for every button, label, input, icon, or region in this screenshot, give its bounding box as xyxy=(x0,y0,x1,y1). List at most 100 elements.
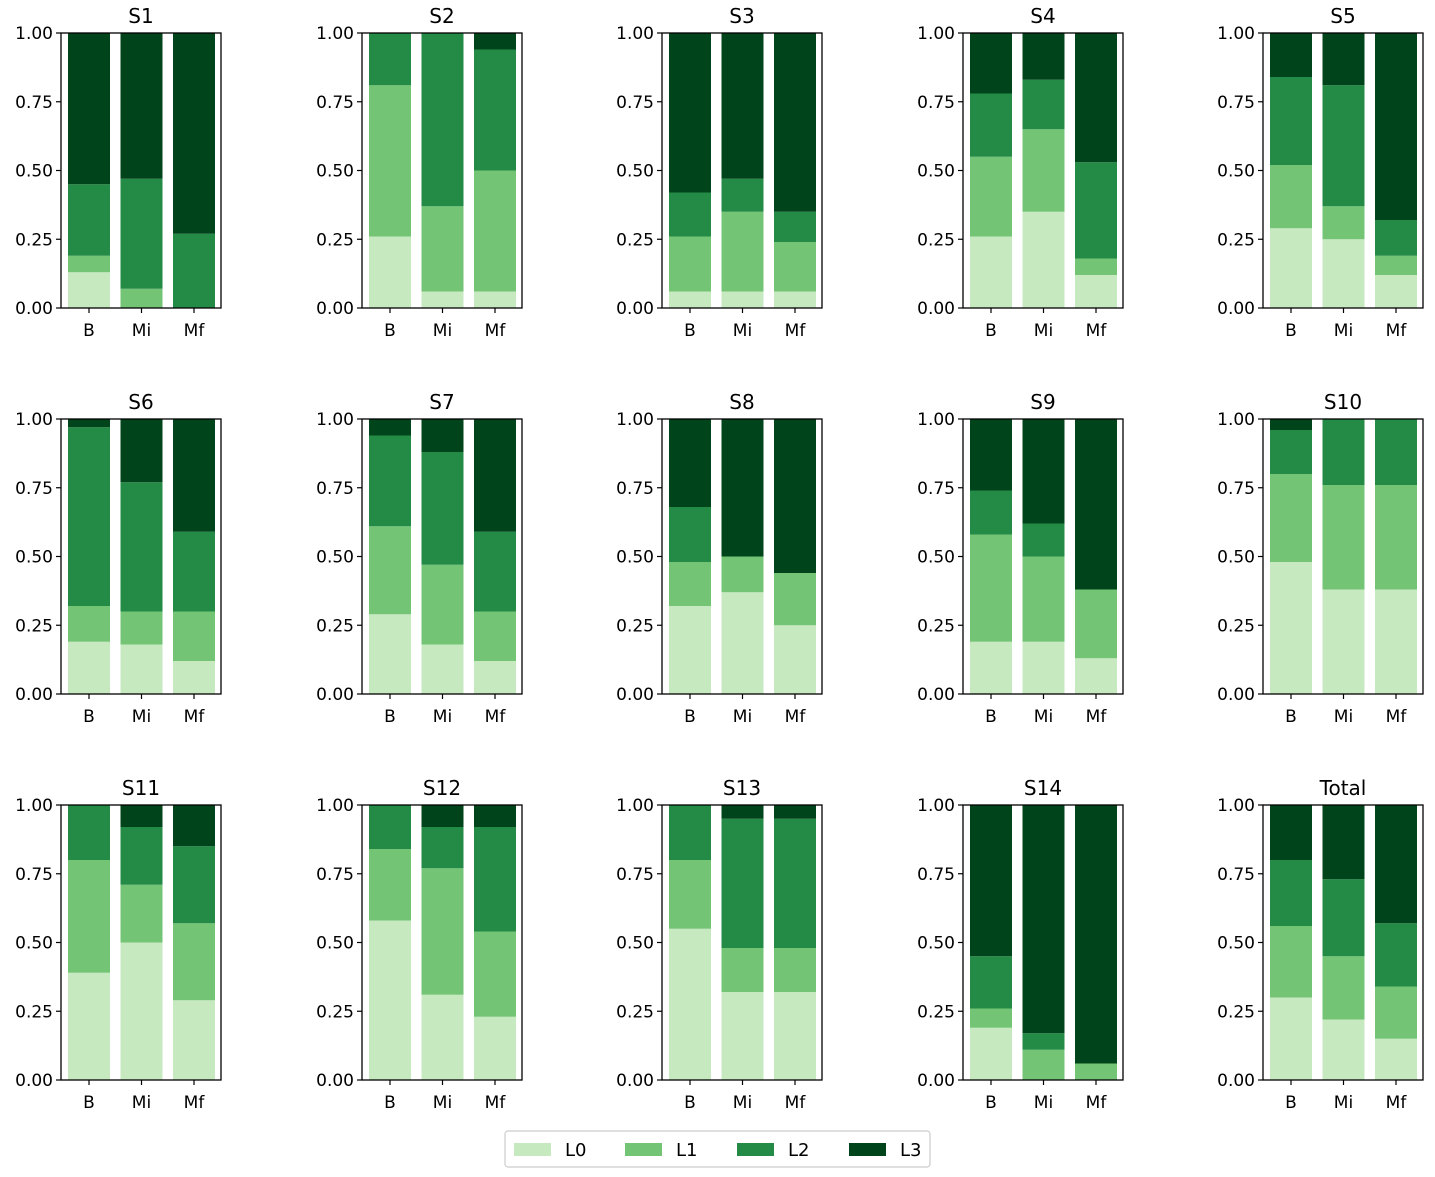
bar-b-l2 xyxy=(1270,430,1312,474)
x-tick-label: Mf xyxy=(184,321,206,341)
bar-b-l1 xyxy=(68,255,110,273)
bar-mf-l2 xyxy=(1375,220,1417,256)
panel-title: S1 xyxy=(128,4,153,28)
bar-b-l0 xyxy=(68,641,110,694)
x-tick-label: Mf xyxy=(785,321,807,341)
bar-mi-l0 xyxy=(120,644,163,694)
bar-b-l1 xyxy=(369,849,411,921)
bar-mi-l2 xyxy=(1022,79,1065,130)
bar-b-l3 xyxy=(68,33,110,185)
y-tick-label: 0.50 xyxy=(15,548,53,568)
bar-mi-l2 xyxy=(421,827,464,869)
y-tick-label: 0.75 xyxy=(917,479,955,499)
bar-mi-l2 xyxy=(1322,879,1365,957)
bar-mf-l3 xyxy=(1375,805,1417,924)
y-tick-label: 0.25 xyxy=(917,1002,955,1022)
bar-mi-l1 xyxy=(1022,1049,1065,1080)
y-tick-label: 1.00 xyxy=(616,24,654,44)
bar-b-l1 xyxy=(970,156,1012,237)
bar-mf-l2 xyxy=(774,211,816,242)
x-tick-label: B xyxy=(684,321,696,341)
bar-mf-l3 xyxy=(474,805,516,827)
panel-s9: S9 0.00 0.25 0.50 0.75 1.00 B Mi Mf xyxy=(917,390,1124,727)
y-tick-label: 0.00 xyxy=(616,1071,654,1091)
bar-b-l0 xyxy=(68,272,110,308)
y-tick-label: 1.00 xyxy=(917,24,955,44)
bar-mf-l2 xyxy=(173,846,215,924)
x-tick-label: Mi xyxy=(1034,707,1053,727)
bar-mf-l2 xyxy=(474,531,516,612)
bar-b-l3 xyxy=(970,419,1012,491)
bar-b-l2 xyxy=(1270,77,1312,165)
bar-mf-l2 xyxy=(474,49,516,171)
y-tick-label: 0.50 xyxy=(917,162,955,182)
bar-mf-l0 xyxy=(774,291,816,308)
bar-mi-l3 xyxy=(1322,805,1365,880)
y-tick-label: 0.00 xyxy=(917,1071,955,1091)
y-tick-label: 0.00 xyxy=(917,685,955,705)
bar-mf-l2 xyxy=(173,233,215,308)
y-tick-label: 1.00 xyxy=(15,24,53,44)
bar-b-l2 xyxy=(970,956,1012,1009)
y-tick-label: 1.00 xyxy=(316,24,354,44)
panel-title: S3 xyxy=(729,4,754,28)
bar-b-l2 xyxy=(369,435,411,527)
bar-mi-l1 xyxy=(1022,556,1065,642)
x-tick-label: Mf xyxy=(1086,1093,1108,1113)
panel-title: S4 xyxy=(1030,4,1055,28)
y-tick-label: 0.25 xyxy=(616,230,654,250)
bar-mi-l3 xyxy=(721,33,764,179)
bar-mf-l3 xyxy=(774,805,816,819)
bar-mi-l0 xyxy=(421,291,464,308)
bar-b-l2 xyxy=(369,805,411,849)
bar-mf-l3 xyxy=(1075,419,1117,590)
bar-mf-l3 xyxy=(1075,33,1117,163)
bar-mf-l3 xyxy=(1075,805,1117,1064)
bar-mf-l1 xyxy=(774,948,816,992)
panel-title: S8 xyxy=(729,390,754,414)
panel-s13: S13 0.00 0.25 0.50 0.75 1.00 B Mi Mf xyxy=(616,776,823,1113)
bar-mf-l2 xyxy=(173,531,215,612)
bar-b-l2 xyxy=(68,805,110,860)
y-tick-label: 0.25 xyxy=(316,1002,354,1022)
y-tick-label: 0.25 xyxy=(15,616,53,636)
bar-mf-l1 xyxy=(173,611,215,661)
bar-mf-l1 xyxy=(474,170,516,292)
y-tick-label: 0.00 xyxy=(616,299,654,319)
x-tick-label: Mf xyxy=(785,1093,807,1113)
bar-b-l2 xyxy=(970,93,1012,157)
bar-mf-l3 xyxy=(774,419,816,573)
bar-mf-l0 xyxy=(774,625,816,694)
bar-mf-l1 xyxy=(1375,255,1417,275)
bar-mf-l3 xyxy=(173,419,215,532)
y-tick-label: 0.50 xyxy=(616,162,654,182)
bar-mi-l1 xyxy=(120,611,163,645)
y-tick-label: 0.75 xyxy=(316,479,354,499)
bar-mi-l0 xyxy=(120,942,163,1080)
panel-total: Total 0.00 0.25 0.50 0.75 1.00 B Mi Mf xyxy=(1217,776,1424,1113)
bar-mi-l0 xyxy=(1322,239,1365,308)
y-tick-label: 1.00 xyxy=(1217,410,1255,430)
y-tick-label: 0.50 xyxy=(15,934,53,954)
x-tick-label: Mf xyxy=(485,321,507,341)
bar-mf-l0 xyxy=(1375,1038,1417,1080)
bar-b-l3 xyxy=(970,805,1012,957)
bar-mf-l1 xyxy=(1375,986,1417,1039)
bar-b-l0 xyxy=(669,606,711,694)
x-tick-label: B xyxy=(985,321,997,341)
bar-mi-l0 xyxy=(421,644,464,694)
panel-title: S12 xyxy=(423,776,461,800)
bar-b-l0 xyxy=(669,291,711,308)
legend-swatch-l3 xyxy=(849,1143,886,1156)
bar-mf-l3 xyxy=(1375,33,1417,220)
bar-mf-l2 xyxy=(474,827,516,932)
y-tick-label: 0.75 xyxy=(616,479,654,499)
y-tick-label: 0.75 xyxy=(316,865,354,885)
bar-mi-l3 xyxy=(421,419,464,452)
bar-mf-l2 xyxy=(1375,923,1417,987)
bar-b-l3 xyxy=(1270,33,1312,77)
bar-mi-l1 xyxy=(721,556,764,593)
bar-mi-l0 xyxy=(1322,589,1365,694)
bar-mi-l1 xyxy=(721,211,764,292)
